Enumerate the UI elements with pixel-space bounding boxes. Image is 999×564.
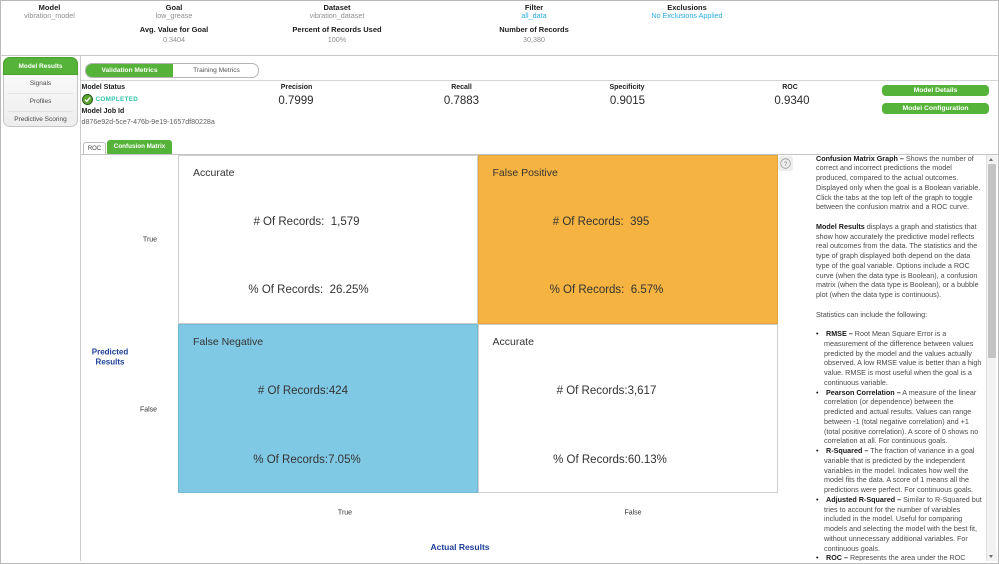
svg-text:?: ? xyxy=(784,160,788,167)
